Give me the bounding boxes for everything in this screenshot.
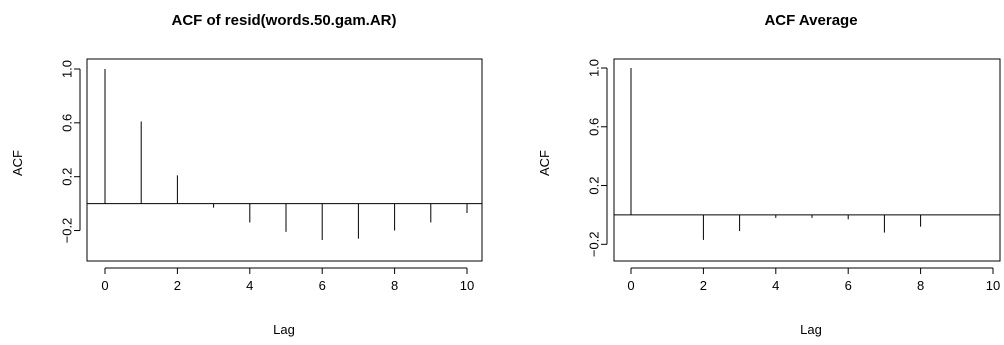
x-tick-label: 10 xyxy=(460,278,474,293)
acf-bars xyxy=(104,69,468,240)
x-tick-label: 0 xyxy=(627,278,634,293)
x-axis: 0 2 4 6 8 10 xyxy=(101,267,474,293)
y-tick-label: −0.2 xyxy=(59,218,74,244)
plot-frame xyxy=(86,58,483,262)
x-tick-label: 4 xyxy=(772,278,779,293)
y-axis: −0.2 0.2 0.6 1.0 xyxy=(59,60,81,244)
chart-title: ACF of resid(words.50.gam.AR) xyxy=(171,12,396,29)
y-tick-label: 1.0 xyxy=(586,59,601,77)
x-tick-label: 10 xyxy=(986,278,1000,293)
plot-frame xyxy=(613,58,1001,262)
x-tick-label: 6 xyxy=(845,278,852,293)
x-tick-label: 6 xyxy=(319,278,326,293)
x-tick-label: 2 xyxy=(700,278,707,293)
x-tick-label: 4 xyxy=(246,278,253,293)
acf-average-panel: ACF Average Lag ACF 0 2 4 6 8 10 −0.2 0.2 0.6 1.… xyxy=(537,12,1001,337)
x-tick-label: 8 xyxy=(391,278,398,293)
y-tick-label: 0.6 xyxy=(586,118,601,136)
acf-resid-panel: ACF of resid(words.50.gam.AR) Lag ACF 0 2… xyxy=(10,12,483,337)
y-axis-label: ACF xyxy=(10,150,25,176)
y-axis-label: ACF xyxy=(537,150,552,176)
acf-bars xyxy=(630,68,922,240)
y-tick-label: 1.0 xyxy=(59,60,74,78)
y-tick-label: −0.2 xyxy=(586,231,601,257)
y-tick-label: 0.2 xyxy=(59,168,74,186)
x-tick-label: 8 xyxy=(917,278,924,293)
x-tick-label: 2 xyxy=(174,278,181,293)
y-axis: −0.2 0.2 0.6 1.0 xyxy=(586,59,608,257)
x-axis-label: Lag xyxy=(800,322,822,337)
x-tick-label: 0 xyxy=(101,278,108,293)
y-tick-label: 0.6 xyxy=(59,114,74,132)
x-axis-label: Lag xyxy=(273,322,295,337)
chart-title: ACF Average xyxy=(764,12,857,29)
y-tick-label: 0.2 xyxy=(586,176,601,194)
x-axis: 0 2 4 6 8 10 xyxy=(627,267,1000,293)
